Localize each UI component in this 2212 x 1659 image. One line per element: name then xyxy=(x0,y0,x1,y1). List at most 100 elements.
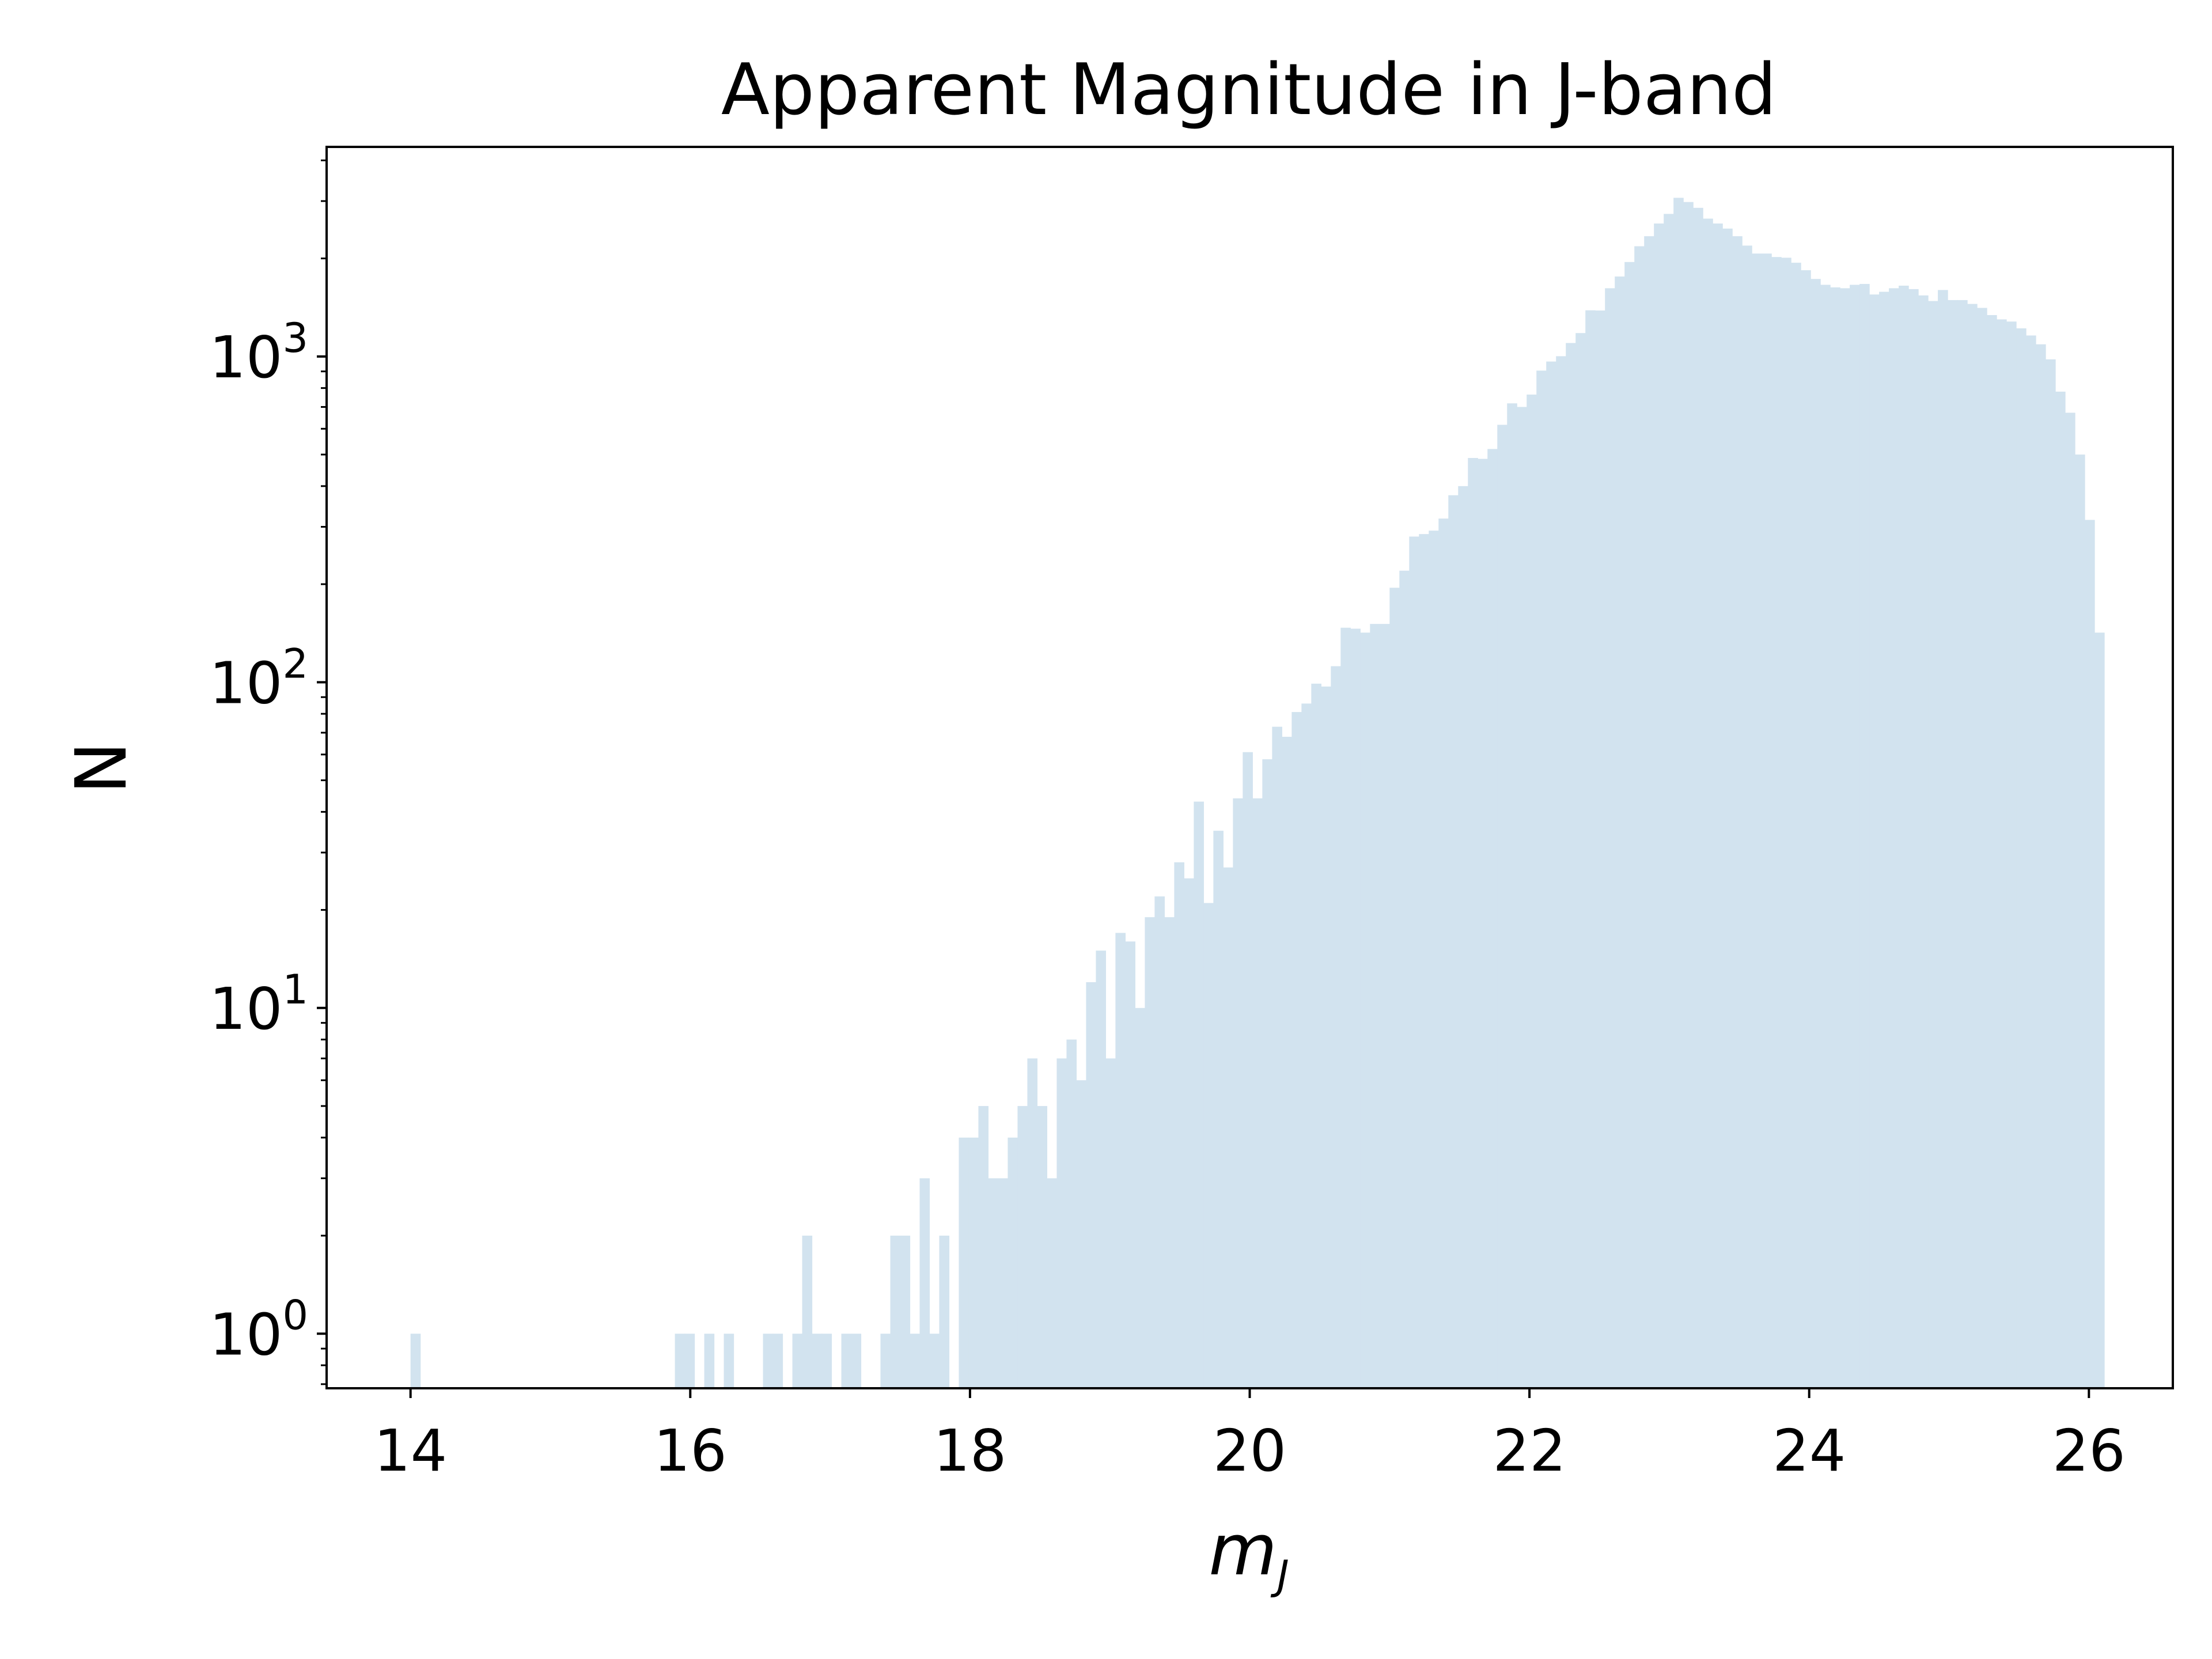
histogram-bar xyxy=(1301,703,1312,1388)
histogram-bar xyxy=(2026,335,2036,1389)
histogram-bar xyxy=(2085,520,2095,1388)
histogram-bar xyxy=(1223,867,1233,1388)
histogram-bar xyxy=(1517,407,1527,1389)
histogram-bar xyxy=(724,1334,734,1388)
histogram-bar xyxy=(1801,270,1811,1388)
histogram-bar xyxy=(1047,1178,1058,1388)
histogram-bar xyxy=(2055,391,2066,1388)
histogram-bar xyxy=(1164,917,1175,1388)
histogram-bar xyxy=(1370,624,1380,1388)
x-tick-label: 20 xyxy=(1213,1417,1286,1484)
histogram-bar xyxy=(1243,752,1253,1388)
histogram-bar xyxy=(1125,941,1136,1388)
histogram-bar xyxy=(1429,531,1439,1389)
histogram-bar xyxy=(1497,425,1508,1389)
histogram-bar xyxy=(2046,359,2056,1388)
histogram-bar xyxy=(1624,262,1635,1389)
histogram-bar xyxy=(1957,300,1968,1389)
x-tick-label: 16 xyxy=(654,1417,727,1484)
histogram-bar xyxy=(900,1236,911,1388)
histogram-bar xyxy=(1262,759,1272,1388)
histogram-bar xyxy=(841,1334,852,1388)
histogram-bar xyxy=(2006,321,2017,1388)
histogram-bar xyxy=(675,1334,685,1388)
histogram-bar xyxy=(1830,287,1840,1388)
histogram-bar xyxy=(1879,291,1889,1388)
histogram-bar xyxy=(1419,534,1429,1388)
histogram-bar xyxy=(802,1236,813,1388)
histogram-bar xyxy=(1105,1058,1116,1388)
y-axis-label: N xyxy=(60,741,142,794)
histogram-bar xyxy=(1311,683,1321,1388)
histogram-bar xyxy=(1605,288,1615,1388)
histogram-bar xyxy=(1683,202,1694,1389)
plot-frame xyxy=(325,146,2174,1389)
histogram-bar xyxy=(1056,1058,1067,1388)
histogram-bar xyxy=(1174,862,1184,1388)
histogram-bar xyxy=(1096,950,1107,1388)
histogram-bar xyxy=(1340,627,1351,1388)
histogram-bar xyxy=(1154,896,1165,1388)
histogram-bar xyxy=(1438,518,1449,1388)
x-tick-label: 26 xyxy=(2052,1417,2126,1484)
histogram-bar xyxy=(2036,344,2046,1389)
histogram-bar xyxy=(1448,495,1459,1388)
histogram-bar xyxy=(1360,632,1370,1388)
histogram-bar xyxy=(1781,257,1791,1388)
x-tick-label: 18 xyxy=(933,1417,1006,1484)
histogram-bar xyxy=(1566,343,1576,1389)
histogram-bar xyxy=(410,1334,421,1388)
histogram-bar xyxy=(1889,288,1899,1388)
histogram-bar xyxy=(1997,319,2007,1389)
histogram-bar xyxy=(968,1137,979,1388)
histogram-bar xyxy=(1810,279,1821,1388)
histogram-bar xyxy=(910,1334,921,1388)
histogram-bar xyxy=(1135,1007,1145,1388)
histogram-bar xyxy=(1762,253,1772,1389)
histogram-bar xyxy=(1399,570,1410,1389)
histogram-bar xyxy=(1840,288,1850,1388)
histogram-bar xyxy=(1066,1039,1077,1388)
histogram-bar xyxy=(1076,1080,1087,1388)
histogram-bar xyxy=(1458,486,1468,1388)
histogram-bar xyxy=(2065,412,2075,1388)
histogram-bar xyxy=(1869,294,1880,1389)
histogram-bar xyxy=(1752,253,1762,1389)
histogram-bar xyxy=(1389,588,1400,1388)
histogram-bar xyxy=(1145,917,1155,1388)
x-axis-ticks: 14 16 18 20 22 24 26 xyxy=(374,1388,2126,1484)
chart-title: Apparent Magnitude in J-band xyxy=(721,49,1777,131)
x-axis-label: mJ xyxy=(1209,1509,1289,1599)
histogram-bars xyxy=(410,198,2105,1389)
histogram-bar xyxy=(1977,308,1987,1388)
histogram-bar xyxy=(1908,289,1919,1388)
histogram-bar xyxy=(1987,315,1997,1388)
histogram-bar xyxy=(2094,632,2105,1388)
histogram-bar xyxy=(959,1137,969,1388)
histogram-bar xyxy=(1027,1058,1038,1388)
histogram-bar xyxy=(939,1236,950,1388)
histogram-bar xyxy=(1859,283,1870,1388)
histogram-bar xyxy=(1595,310,1605,1388)
y-tick-label: 100 xyxy=(209,1291,308,1368)
histogram-bar xyxy=(1899,285,1909,1388)
histogram-bar xyxy=(792,1334,803,1388)
y-tick-label: 103 xyxy=(209,315,308,391)
x-axis-label-main: m xyxy=(1209,1509,1277,1591)
histogram-bar xyxy=(1252,798,1263,1388)
histogram-bar xyxy=(1321,686,1331,1388)
histogram-bar xyxy=(821,1334,832,1388)
histogram-bar xyxy=(1017,1106,1028,1388)
histogram-bar xyxy=(1644,236,1654,1388)
histogram-bar xyxy=(763,1334,774,1388)
histogram-bar xyxy=(1007,1137,1018,1388)
histogram-bar xyxy=(988,1178,999,1388)
histogram-bar xyxy=(1938,290,1948,1389)
histogram-bar xyxy=(1203,903,1214,1388)
histogram-bar xyxy=(1331,666,1341,1388)
histogram-bar xyxy=(772,1334,783,1388)
histogram-bar xyxy=(1771,257,1782,1389)
histogram-bar xyxy=(1713,224,1723,1388)
histogram-bar xyxy=(812,1334,823,1388)
histogram-bar xyxy=(1115,933,1126,1388)
